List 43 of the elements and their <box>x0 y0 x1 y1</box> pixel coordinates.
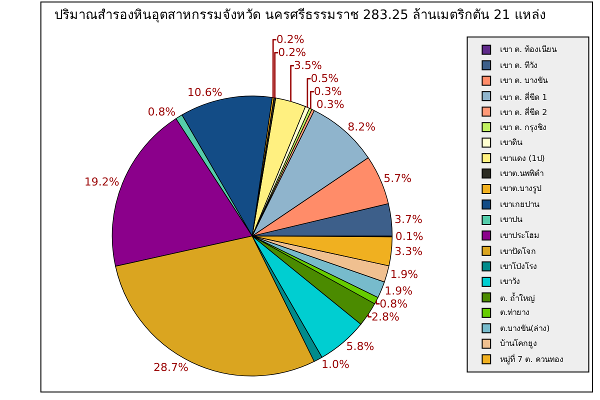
legend-label: เขาปัดโจก <box>500 246 536 256</box>
legend-label: เขาต.นพพิตำ <box>500 169 544 178</box>
data-label: 0.3% <box>314 85 342 98</box>
data-label: 2.8% <box>371 310 400 324</box>
legend-label: เขาดิน <box>500 138 523 147</box>
legend-label: เขาต.บางรูป <box>500 184 542 194</box>
legend-label: เขาโป่งโรง <box>500 261 537 271</box>
data-label: 0.5% <box>310 72 339 86</box>
legend-label: ต.บางขัน(ล่าง) <box>500 324 550 333</box>
data-label: 5.7% <box>384 172 412 186</box>
legend-label: เขา ต. สี่ขีด 1 <box>500 91 548 102</box>
data-label: 10.6% <box>187 86 222 99</box>
data-label: 3.5% <box>294 59 322 72</box>
data-label: 8.2% <box>348 120 376 134</box>
legend-label: ต. ถ้ำใหญ่ <box>500 292 536 303</box>
data-label: 3.3% <box>394 245 423 258</box>
legend-label: เขา ต. ทีวัง <box>500 61 538 70</box>
data-label: 5.8% <box>346 340 374 353</box>
legend-label: เขาวัง <box>500 277 520 286</box>
data-label: 1.9% <box>390 268 418 281</box>
legend-label: ต.ท่ายาง <box>500 308 530 317</box>
legend-label: หมู่ที่ 7 ต. ควนทอง <box>500 353 564 365</box>
data-label: 0.8% <box>380 297 408 310</box>
legend-label: เขาประโฮม <box>500 230 539 240</box>
legend-label: เขา ต. สี่ขีด 2 <box>500 106 548 117</box>
data-label: 28.7% <box>153 361 188 374</box>
data-label: 0.2% <box>276 33 304 46</box>
data-label: 19.2% <box>84 176 120 189</box>
chart-title: ปริมาณสำรองหินอุตสาหกรรมจังหวัด นครศรีธรรมราช 283.25 ล้านเมตริกตัน 21 แหล่ง <box>54 7 546 24</box>
data-label: 1.0% <box>321 358 350 372</box>
legend-label: เขาปน <box>500 215 523 224</box>
legend-label: บ้านโคกยูง <box>500 338 537 349</box>
legend-label: เขา ต. บางขัน <box>500 76 549 85</box>
legend-label: เขา ต. ท้องเนียน <box>500 45 558 54</box>
data-label: 1.9% <box>384 284 413 298</box>
data-label: 0.3% <box>316 98 344 112</box>
data-label: 0.1% <box>395 230 424 243</box>
data-label: 3.7% <box>394 213 422 226</box>
legend-label: เขา ต. กรุงชิง <box>500 123 547 132</box>
legend-label: เขาเกยปาน <box>500 200 540 209</box>
data-label: 0.2% <box>278 46 306 60</box>
data-label: 0.8% <box>148 106 176 118</box>
legend-label: เขาแดง (1ป) <box>500 154 545 163</box>
